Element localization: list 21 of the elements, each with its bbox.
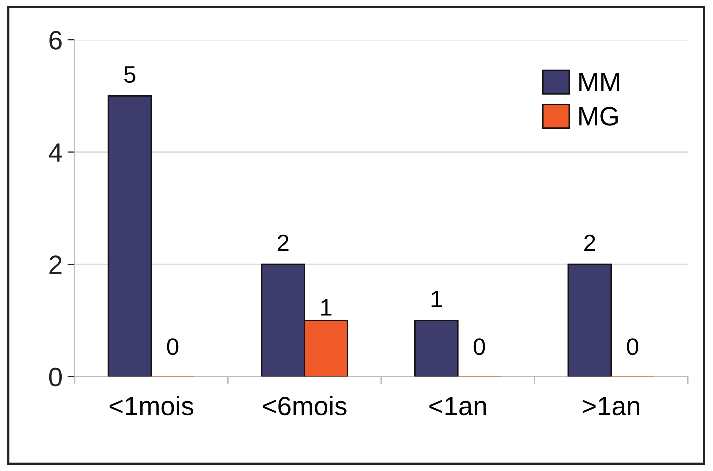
x-tick-label: <1mois	[110, 396, 194, 416]
data-label: 1	[322, 300, 332, 316]
legend-label: MG	[580, 107, 618, 126]
x-tick-label: >1an	[582, 397, 640, 416]
bar	[568, 264, 612, 377]
bar	[414, 320, 459, 377]
legend-label: MM	[580, 73, 620, 92]
data-label: 0	[167, 338, 179, 356]
data-label: 5	[124, 66, 136, 84]
x-tick-label: <6mois	[263, 396, 347, 416]
x-tick-label: <1an	[430, 397, 486, 416]
bar	[108, 95, 152, 377]
y-tick-label: 2	[50, 256, 62, 274]
data-label: 1	[432, 291, 442, 308]
y-tick-label: 6	[50, 31, 62, 50]
data-label: 2	[584, 234, 596, 252]
data-label: 2	[278, 234, 289, 252]
y-tick-label: 4	[48, 144, 62, 162]
data-label: 0	[627, 338, 638, 356]
y-tick-label: 0	[49, 368, 62, 387]
data-label: 0	[474, 338, 486, 356]
